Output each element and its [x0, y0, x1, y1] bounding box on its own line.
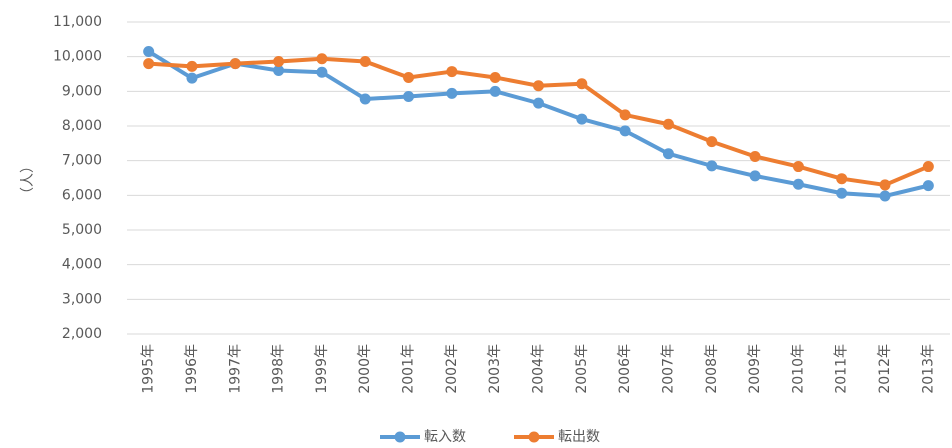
y-tick-label: 4,000 [62, 257, 102, 273]
legend-marker [528, 431, 540, 443]
y-tick-label: 7,000 [62, 153, 102, 169]
legend-label: 転入数 [424, 429, 466, 445]
data-point [533, 97, 544, 109]
y-tick-label: 9,000 [62, 83, 102, 99]
data-point [879, 179, 891, 191]
data-point [273, 56, 285, 68]
x-tick-label: 2000年 [357, 344, 373, 394]
x-tick-label: 2008年 [704, 344, 720, 394]
data-point [446, 66, 458, 78]
x-tick-label: 1998年 [271, 344, 287, 394]
data-point [446, 87, 458, 99]
y-tick-label: 10,000 [53, 49, 102, 65]
x-tick-label: 2002年 [444, 344, 460, 394]
data-point [662, 148, 674, 160]
y-axis-label: （人） [20, 159, 36, 201]
x-tick-label: 2013年 [920, 344, 936, 394]
legend-marker [394, 431, 406, 443]
data-point [489, 85, 501, 97]
x-tick-label: 1997年 [227, 344, 243, 394]
data-point [792, 161, 804, 173]
x-tick-label: 1999年 [314, 344, 330, 394]
x-tick-label: 1996年 [184, 344, 200, 394]
data-point [922, 180, 934, 192]
x-tick-label: 2004年 [531, 344, 547, 394]
data-point [359, 93, 371, 105]
data-point [922, 161, 934, 173]
x-tick-label: 2001年 [401, 344, 417, 394]
data-point [143, 45, 155, 57]
data-point [316, 53, 328, 65]
data-point [749, 170, 761, 182]
data-point [143, 58, 155, 70]
y-tick-label: 6,000 [62, 187, 102, 203]
data-point [489, 71, 501, 83]
y-tick-label: 5,000 [62, 222, 102, 238]
series-line [148, 56, 930, 187]
data-point [403, 91, 415, 103]
data-point [706, 136, 718, 148]
data-point [879, 190, 891, 202]
x-tick-label: 2011年 [834, 344, 850, 394]
data-point [316, 66, 328, 78]
data-point [186, 72, 198, 84]
data-point [706, 160, 718, 172]
x-tick-label: 2005年 [574, 344, 590, 394]
series-line [147, 49, 929, 199]
y-tick-label: 11,000 [53, 14, 102, 30]
x-tick-label: 2006年 [617, 344, 633, 394]
data-point [836, 173, 848, 185]
x-tick-label: 2003年 [487, 344, 503, 394]
data-point [186, 60, 198, 72]
data-point [836, 187, 848, 199]
data-point [792, 178, 804, 190]
x-tick-label: 1995年 [141, 344, 157, 394]
data-point [749, 151, 761, 163]
x-tick-label: 2009年 [747, 344, 763, 394]
x-tick-label: 2007年 [660, 344, 676, 394]
data-point [662, 118, 674, 130]
data-point [229, 58, 241, 70]
legend-label: 転出数 [558, 429, 600, 445]
x-tick-label: 2012年 [877, 344, 893, 394]
data-point [403, 71, 415, 83]
x-tick-label: 2010年 [790, 344, 806, 394]
data-point [359, 56, 371, 68]
data-point [533, 80, 544, 92]
data-point [619, 125, 631, 137]
y-tick-label: 8,000 [62, 118, 102, 134]
data-point [576, 113, 588, 125]
y-tick-label: 2,000 [62, 326, 102, 342]
y-tick-label: 3,000 [62, 291, 102, 307]
data-point [576, 78, 588, 90]
data-point [273, 65, 285, 77]
data-point [619, 109, 631, 121]
